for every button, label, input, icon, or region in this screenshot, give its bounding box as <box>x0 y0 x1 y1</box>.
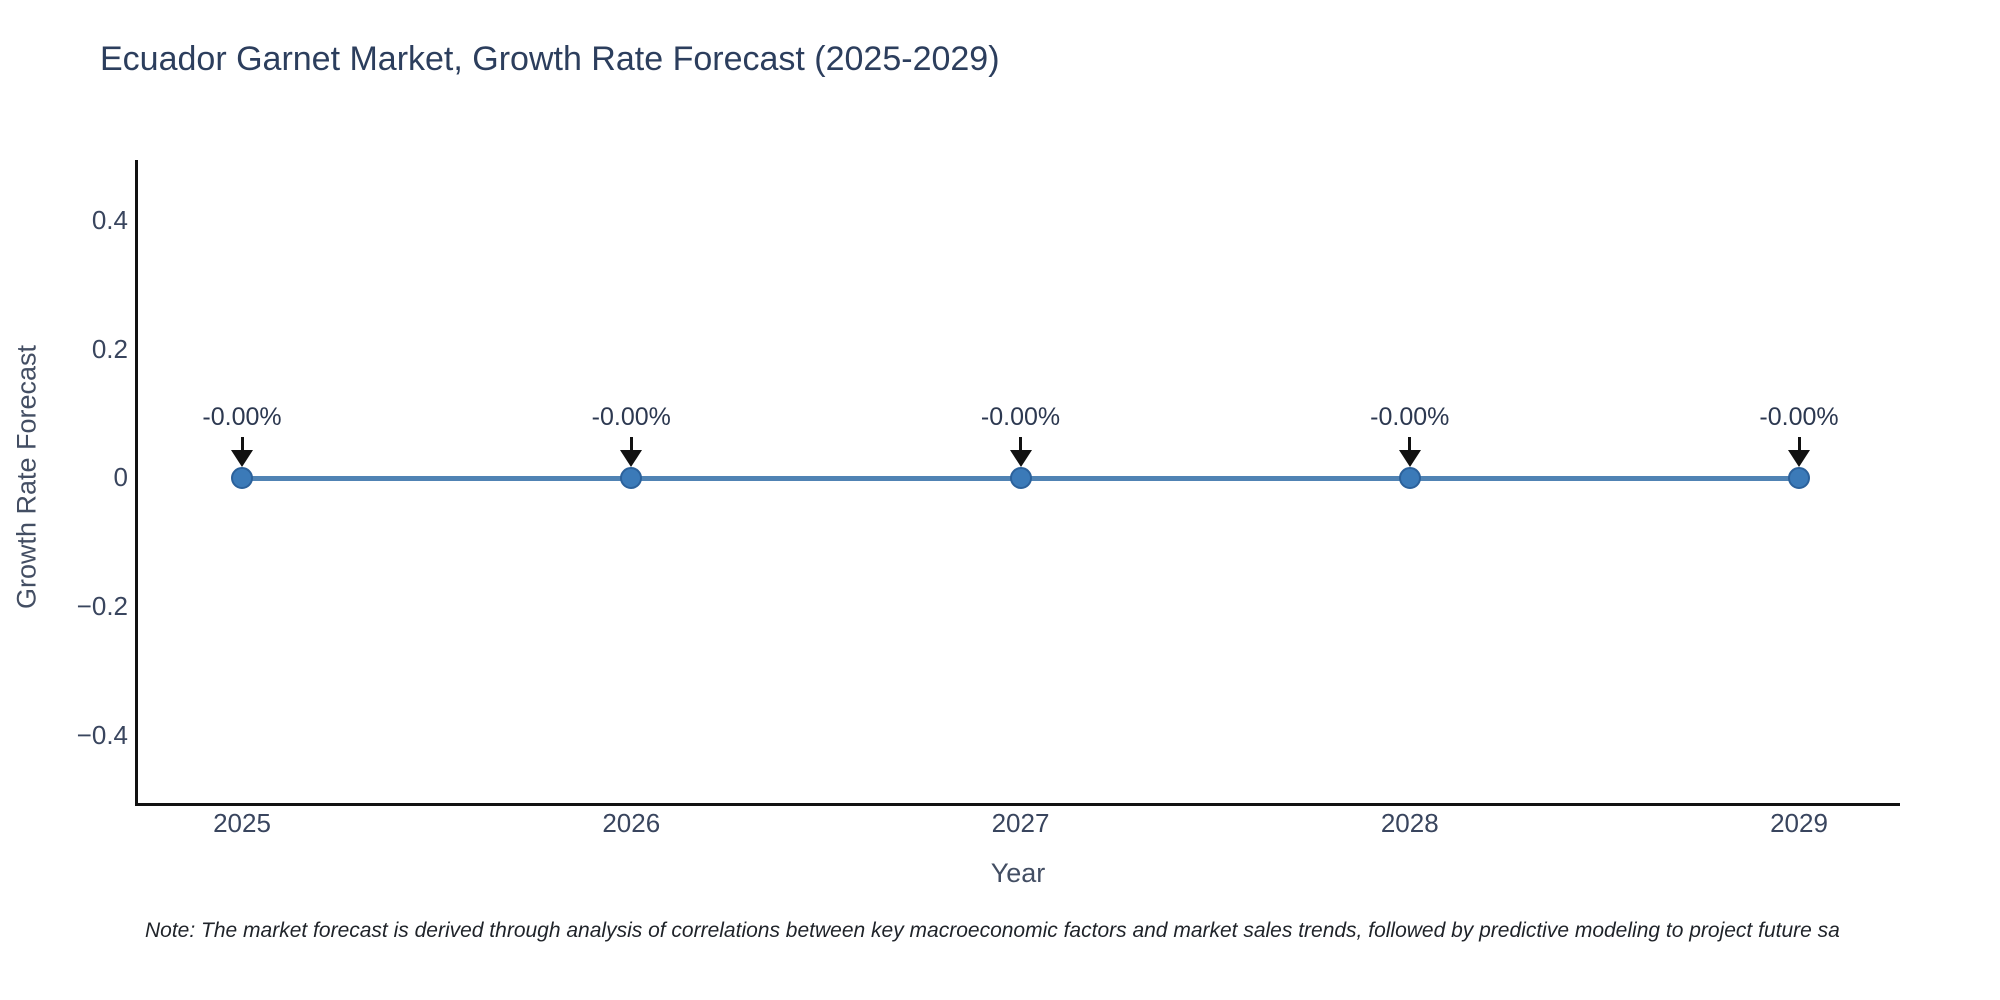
annotation-label: -0.00% <box>1759 403 1839 431</box>
y-tick-label: −0.2 <box>76 590 128 621</box>
x-axis-line <box>135 803 1900 806</box>
annotation-label: -0.00% <box>1370 403 1450 431</box>
data-point <box>231 467 253 490</box>
y-tick-label: 0 <box>113 462 128 493</box>
y-tick-label: 0.2 <box>91 333 128 364</box>
data-point <box>1788 467 1810 490</box>
chart-title: Ecuador Garnet Market, Growth Rate Forec… <box>100 40 1000 78</box>
down-arrow-icon <box>1009 450 1032 467</box>
annotation-arrow-shaft <box>1797 437 1801 451</box>
x-tick-label: 2028 <box>1380 808 1439 838</box>
data-point <box>1398 467 1421 490</box>
annotation-arrow-shaft <box>240 437 244 451</box>
annotation-arrow-shaft <box>1019 437 1022 451</box>
data-point <box>620 467 643 490</box>
x-tick-label: 2027 <box>991 808 1050 838</box>
x-tick-label: 2029 <box>1770 808 1828 838</box>
down-arrow-icon <box>620 450 643 467</box>
x-tick-label: 2026 <box>602 808 661 838</box>
annotation-arrow-shaft <box>629 437 633 451</box>
footnote: Note: The market forecast is derived thr… <box>145 919 1840 942</box>
x-axis-title: Year <box>990 858 1046 888</box>
down-arrow-icon <box>1398 450 1421 467</box>
y-tick-label: 0.4 <box>91 205 128 236</box>
annotation-label: -0.00% <box>591 403 671 431</box>
y-tick-label: −0.4 <box>76 719 128 750</box>
annotation-label: -0.00% <box>202 403 282 431</box>
data-point <box>1009 467 1032 490</box>
down-arrow-icon <box>1788 450 1810 467</box>
y-axis-line <box>135 160 138 806</box>
annotation-arrow-shaft <box>1408 437 1412 451</box>
x-tick-label: 2025 <box>213 808 271 838</box>
plot-area <box>135 160 1900 806</box>
down-arrow-icon <box>231 450 253 467</box>
annotation-label: -0.00% <box>980 403 1061 431</box>
